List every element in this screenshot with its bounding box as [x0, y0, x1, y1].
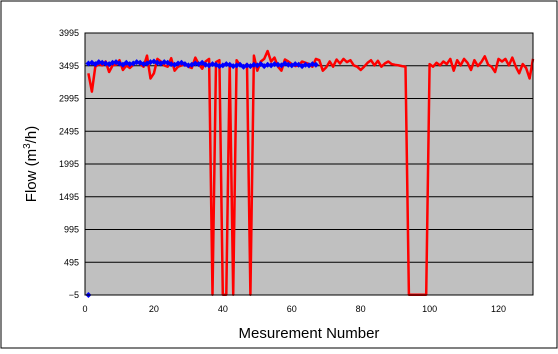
- y-tick-label: 3995: [59, 28, 79, 38]
- y-axis-label-main: Flow (m: [23, 149, 40, 202]
- series-layer: [85, 49, 535, 298]
- x-tick-label: 100: [422, 304, 437, 314]
- x-tick-label: 80: [356, 304, 366, 314]
- y-tick-label: 3495: [59, 61, 79, 71]
- series-point-blue: [123, 59, 130, 66]
- y-axis-label-sup: 3: [22, 143, 33, 149]
- y-tick-label: 1495: [59, 192, 79, 202]
- series-point-blue: [312, 61, 319, 68]
- plot-border: [84, 32, 534, 296]
- x-tick-label: 60: [287, 304, 297, 314]
- series-point-blue: [195, 61, 202, 68]
- series-point-blue: [126, 61, 133, 68]
- series-point-blue: [106, 61, 113, 68]
- series-point-blue: [140, 61, 147, 68]
- x-tick-label: 40: [218, 304, 228, 314]
- y-tick-label: 1995: [59, 159, 79, 169]
- y-axis-label-tail: /h): [23, 126, 40, 144]
- series-point-blue: [92, 61, 99, 68]
- y-tick-label: −5: [69, 290, 79, 300]
- x-axis: 0 20 40 60 80 100 120: [82, 304, 506, 314]
- x-tick-label: 120: [491, 304, 506, 314]
- y-tick-label: 995: [64, 225, 79, 235]
- y-tick-label: 2995: [59, 94, 79, 104]
- y-axis-label: Flow (m3/h): [22, 126, 40, 202]
- x-axis-label: Mesurement Number: [239, 325, 380, 342]
- y-tick-label: 495: [64, 257, 79, 267]
- y-axis: −5 495 995 1495 1995 2495 2995 3495 3995: [59, 28, 79, 300]
- y-tick-label: 2495: [59, 126, 79, 136]
- x-tick-label: 20: [149, 304, 159, 314]
- x-tick-label: 0: [82, 304, 87, 314]
